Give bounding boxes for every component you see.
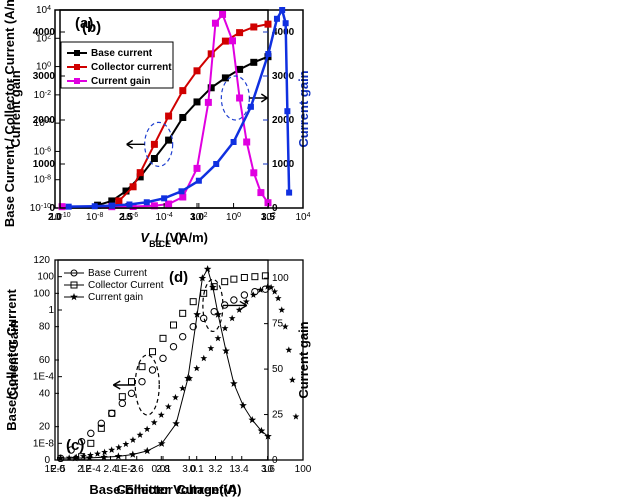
- svg-text:80: 80: [39, 322, 51, 333]
- svg-text:Current Gain: Current Gain: [6, 320, 21, 400]
- svg-text:Collector Current(A): Collector Current(A): [117, 482, 242, 497]
- svg-text:(d): (d): [169, 269, 188, 286]
- svg-text:0.01: 0.01: [152, 464, 172, 475]
- svg-text:1E-3: 1E-3: [115, 464, 137, 475]
- svg-text:2000: 2000: [33, 115, 56, 126]
- svg-text:Current gain: Current gain: [8, 70, 23, 147]
- svg-text:1E-4: 1E-4: [80, 464, 102, 475]
- svg-text:10: 10: [262, 464, 274, 475]
- panel-d-chart: 1E-51E-41E-30.010.1110100020406080100120…: [0, 252, 318, 500]
- svg-text:10-8: 10-8: [86, 212, 103, 224]
- svg-text:104: 104: [295, 212, 310, 224]
- svg-text:ICE (A/m): ICE (A/m): [155, 230, 208, 248]
- svg-text:100: 100: [226, 212, 241, 224]
- svg-text:120: 120: [33, 255, 50, 266]
- svg-text:60: 60: [39, 355, 51, 366]
- svg-text:0: 0: [49, 203, 55, 214]
- svg-text:4000: 4000: [33, 27, 56, 38]
- svg-text:1000: 1000: [33, 159, 56, 170]
- svg-text:3000: 3000: [33, 71, 56, 82]
- svg-text:1: 1: [229, 464, 235, 475]
- svg-text:10-6: 10-6: [121, 212, 138, 224]
- svg-text:20: 20: [39, 422, 51, 433]
- svg-text:10-2: 10-2: [190, 212, 207, 224]
- svg-text:(b): (b): [82, 19, 101, 36]
- svg-text:102: 102: [261, 212, 276, 224]
- svg-text:100: 100: [295, 464, 312, 475]
- svg-text:40: 40: [39, 388, 51, 399]
- svg-text:100: 100: [33, 288, 50, 299]
- svg-text:0.1: 0.1: [190, 464, 204, 475]
- svg-text:0: 0: [44, 455, 50, 466]
- panel-b-chart: 10-1010-810-610-410-21001021040100020003…: [0, 0, 318, 248]
- svg-text:10-4: 10-4: [155, 212, 172, 224]
